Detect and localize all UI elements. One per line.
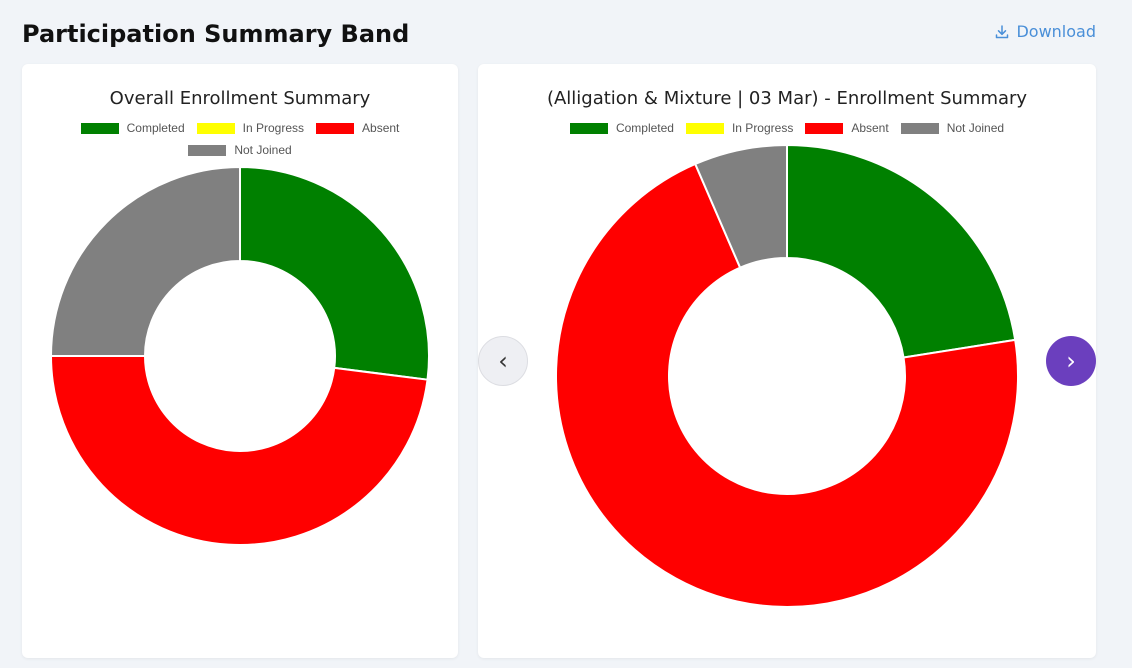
legend-swatch [316,122,355,134]
legend-swatch [196,122,235,134]
slice-completed[interactable] [786,143,1017,359]
slice-not-joined[interactable] [693,143,788,270]
legend-item-absent[interactable]: Absent [805,120,889,136]
chevron-left-icon: ‹ [498,347,508,375]
chevron-right-icon: › [1066,347,1076,375]
legend-label: In Progress [731,121,794,135]
download-label: Download [1016,22,1096,41]
legend-label: Not Joined [946,121,1005,135]
legend-item-completed[interactable]: Completed [569,120,674,136]
download-icon [996,24,1009,38]
legend-item-not-joined[interactable]: Not Joined [188,142,292,158]
legend-item-in-progress[interactable]: In Progress [196,120,305,136]
legend-item-not-joined[interactable]: Not Joined [900,120,1005,136]
legend-label: Completed [126,121,185,135]
legend-swatch [685,122,724,134]
chart-title: Overall Enrollment Summary [109,88,371,109]
overall-donut-chart [49,165,430,547]
legend-swatch [569,122,608,134]
overall-summary-card: Overall Enrollment Summary Completed In … [22,64,458,658]
chart-legend: Completed In Progress Absent Not Joined [478,120,1096,136]
legend-item-absent[interactable]: Absent [316,120,399,136]
legend-swatch [805,122,844,134]
chart-legend: Completed In Progress Absent Not Joined [22,120,458,158]
legend-label: Not Joined [234,143,292,157]
legend-label: Absent [851,121,889,135]
slice-absent[interactable] [555,162,1019,608]
legend-swatch [900,122,939,134]
slice-completed[interactable] [239,165,430,381]
session-donut-chart [555,143,1019,608]
download-button[interactable]: Download [994,22,1096,41]
legend-swatch [188,144,227,156]
previous-chart-button[interactable]: ‹ [478,336,528,386]
legend-item-in-progress[interactable]: In Progress [685,120,794,136]
slice-absent[interactable] [49,355,429,547]
session-summary-card: (Alligation & Mixture | 03 Mar) - Enroll… [478,64,1096,658]
legend-swatch [80,122,119,134]
legend-item-completed[interactable]: Completed [80,120,185,136]
legend-label: In Progress [242,121,305,135]
page-title: Participation Summary Band [22,20,410,48]
next-chart-button[interactable]: › [1046,336,1096,386]
slice-not-joined[interactable] [49,165,241,357]
legend-label: Absent [362,121,400,135]
legend-label: Completed [615,121,674,135]
chart-title: (Alligation & Mixture | 03 Mar) - Enroll… [546,88,1028,109]
